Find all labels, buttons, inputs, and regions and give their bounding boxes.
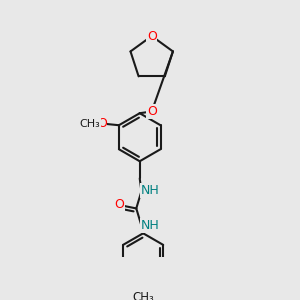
Text: NH: NH <box>141 219 159 232</box>
Text: O: O <box>147 29 157 43</box>
Text: CH₃: CH₃ <box>80 118 100 128</box>
Text: O: O <box>97 117 107 130</box>
Text: O: O <box>147 105 157 118</box>
Text: O: O <box>114 199 124 212</box>
Text: NH: NH <box>141 184 159 197</box>
Text: CH₃: CH₃ <box>132 291 154 300</box>
